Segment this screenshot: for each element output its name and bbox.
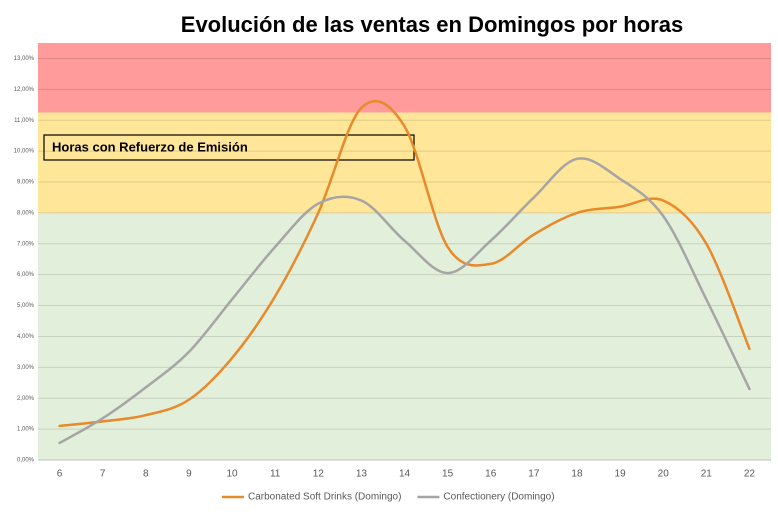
y-tick-label: 1,00% <box>17 427 35 433</box>
x-tick-label: 15 <box>442 469 454 480</box>
x-tick-label: 20 <box>658 469 670 480</box>
zone-band <box>38 43 771 113</box>
x-tick-label: 19 <box>615 469 627 480</box>
series-line <box>58 99 751 428</box>
zone-band <box>38 112 771 213</box>
y-tick-label: 7,00% <box>17 241 35 247</box>
chart-title: Evolución de las ventas en Domingos por … <box>181 12 683 37</box>
y-tick-label: 9,00% <box>17 180 35 186</box>
y-tick-label: 8,00% <box>17 210 35 216</box>
y-tick-label: 13,00% <box>14 56 35 62</box>
legend-label: Carbonated Soft Drinks (Domingo) <box>248 492 401 503</box>
y-tick-label: 6,00% <box>17 272 35 278</box>
y-tick-label: 2,00% <box>17 396 35 402</box>
y-tick-label: 11,00% <box>14 118 35 124</box>
y-tick-label: 4,00% <box>17 334 35 340</box>
x-tick-label: 8 <box>143 469 149 480</box>
x-tick-label: 18 <box>571 469 583 480</box>
x-tick-label: 11 <box>270 469 281 480</box>
x-tick-label: 10 <box>226 469 238 480</box>
x-tick-label: 14 <box>399 469 411 480</box>
y-tick-label: 5,00% <box>17 303 35 309</box>
x-tick-label: 22 <box>744 469 756 480</box>
x-tick-label: 6 <box>57 469 63 480</box>
x-tick-label: 13 <box>356 469 368 480</box>
x-tick-label: 7 <box>100 469 106 480</box>
x-tick-label: 21 <box>701 469 713 480</box>
x-tick-label: 12 <box>313 469 325 480</box>
series-line <box>58 157 751 445</box>
y-tick-label: 10,00% <box>14 149 35 155</box>
x-tick-label: 16 <box>485 469 497 480</box>
zone-band <box>38 212 771 460</box>
x-tick-label: 9 <box>186 469 192 480</box>
annotation: Horas con Refuerzo de Emisión <box>52 139 248 154</box>
y-tick-label: 0,00% <box>17 458 35 464</box>
x-tick-label: 17 <box>528 469 540 480</box>
y-tick-label: 3,00% <box>17 365 35 371</box>
legend-label: Confectionery (Domingo) <box>443 492 554 503</box>
y-tick-label: 12,00% <box>14 87 35 93</box>
